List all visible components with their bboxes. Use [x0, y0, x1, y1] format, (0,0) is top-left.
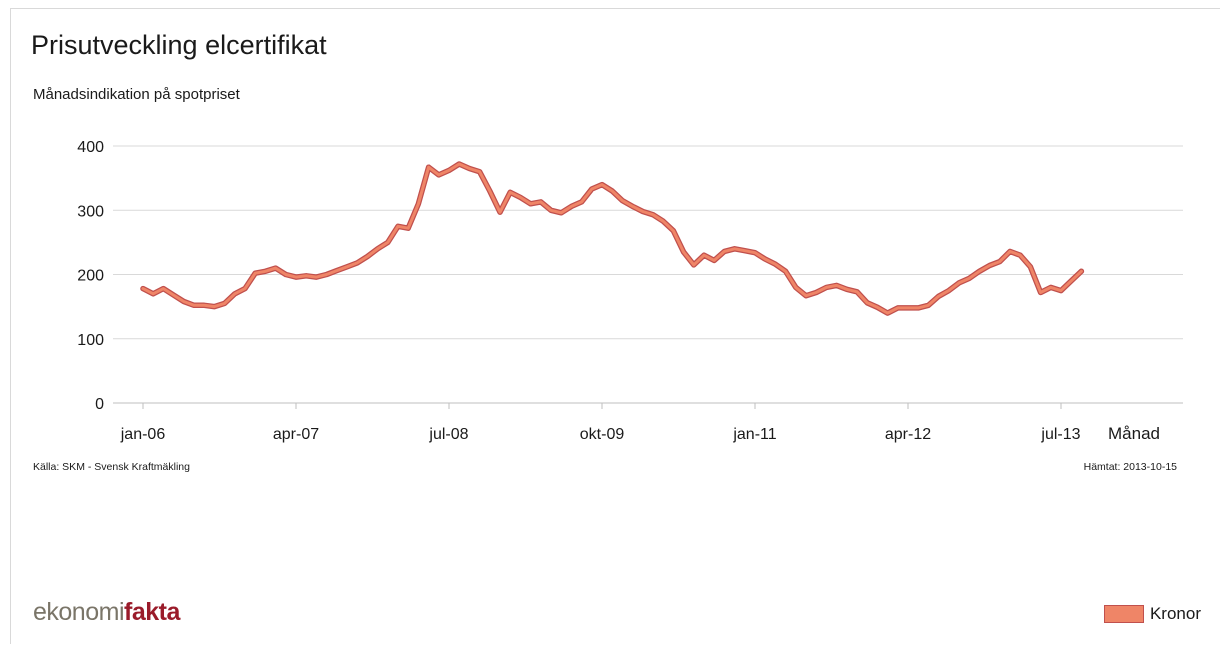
x-tick-label: jan-11 [732, 426, 776, 443]
chart-title: Prisutveckling elcertifikat [31, 30, 327, 60]
y-tick-label: 300 [77, 203, 104, 220]
x-tick-label: jul-13 [1040, 426, 1080, 443]
y-axis-ticks: 0 100 200 300 400 [77, 139, 104, 413]
y-tick-label: 100 [77, 332, 104, 349]
legend-label: Kronor [1149, 604, 1201, 623]
logo-part-1: ekonomi [33, 598, 125, 626]
x-tick-label: jul-08 [428, 426, 468, 443]
x-tick-label: apr-12 [885, 426, 931, 443]
chart-subtitle: Månadsindikation på spotpriset [33, 86, 240, 103]
series-line-kronor [141, 162, 1083, 315]
gridlines [113, 145, 1183, 404]
x-tick-label: okt-09 [580, 426, 625, 443]
x-axis-ticks: jan-06 apr-07 jul-08 okt-09 jan-11 apr-12 jul-… [120, 403, 1081, 443]
series-lines [140, 161, 1085, 316]
legend: Kronor [1103, 604, 1201, 624]
legend-swatch-icon [1103, 605, 1144, 623]
x-tick-label: apr-07 [273, 426, 319, 443]
series-line-outline [140, 161, 1085, 316]
source-note: Källa: SKM - Svensk Kraftmäkling [33, 461, 190, 473]
x-axis-label: Månad [1108, 424, 1160, 443]
logo-part-2: fakta [124, 598, 180, 626]
y-tick-label: 200 [77, 268, 104, 285]
x-tick-label: jan-06 [120, 426, 166, 443]
y-tick-label: 400 [77, 139, 104, 156]
y-tick-label: 0 [95, 396, 104, 413]
fetched-date: Hämtat: 2013-10-15 [1083, 461, 1177, 473]
ekonomifakta-logo: ekonomifakta [33, 598, 180, 627]
chart-frame [10, 8, 1220, 644]
